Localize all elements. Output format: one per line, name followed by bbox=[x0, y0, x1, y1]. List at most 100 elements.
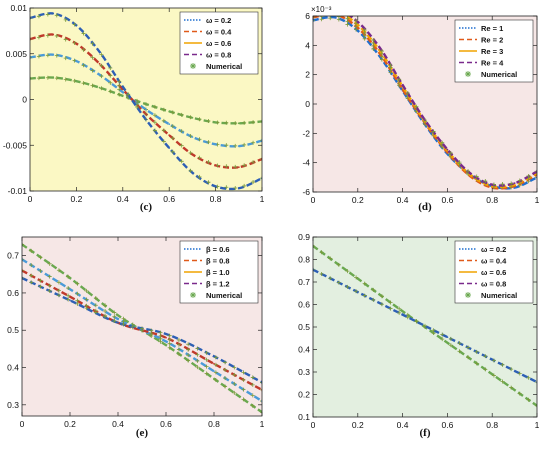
series-marker-0 bbox=[483, 367, 488, 372]
x-tick-label: 0.8 bbox=[486, 195, 498, 205]
series-marker-3 bbox=[466, 169, 471, 174]
x-tick-label: 1 bbox=[535, 420, 540, 430]
data-point-2-9 bbox=[513, 183, 516, 186]
x-tick-label: 0.4 bbox=[112, 419, 124, 429]
data-point-1-7 bbox=[191, 136, 194, 138]
panel-caption: (e) bbox=[136, 427, 149, 439]
series-marker-0 bbox=[233, 121, 238, 126]
series-marker-1 bbox=[491, 358, 496, 363]
series-marker-1 bbox=[483, 354, 488, 359]
series-marker-1 bbox=[329, 16, 331, 18]
series-marker-0 bbox=[260, 410, 262, 415]
series-marker-0 bbox=[241, 397, 246, 402]
series-marker-2 bbox=[90, 55, 95, 60]
series-marker-2 bbox=[197, 155, 202, 160]
data-point-2-1 bbox=[52, 33, 55, 36]
data-point-3-6 bbox=[168, 147, 171, 149]
data-point-1-2 bbox=[356, 26, 359, 29]
y-tick-label: 4 bbox=[305, 40, 310, 50]
series-marker-3 bbox=[474, 174, 479, 179]
legend-label: ω = 0.2 bbox=[481, 245, 506, 254]
series-marker-0 bbox=[195, 365, 200, 370]
legend-label: ω = 0.4 bbox=[206, 28, 232, 37]
data-point-3-5 bbox=[424, 119, 426, 122]
data-point-2-4 bbox=[213, 362, 215, 365]
series-marker-3 bbox=[213, 355, 218, 360]
series-marker-0 bbox=[354, 275, 359, 280]
legend-label: β = 1.0 bbox=[206, 268, 230, 277]
series-marker-1 bbox=[152, 113, 157, 118]
x-tick-label: 0 bbox=[311, 195, 316, 205]
y-tick-label: -0.01 bbox=[8, 186, 28, 196]
data-point-1-3 bbox=[446, 336, 449, 339]
series-marker-2 bbox=[260, 156, 262, 161]
series-marker-2 bbox=[54, 33, 59, 38]
series-marker-3 bbox=[250, 375, 255, 380]
data-point-1-2 bbox=[117, 318, 119, 320]
series-marker-3 bbox=[440, 140, 445, 145]
data-point-0-1 bbox=[52, 76, 55, 79]
data-point-1-4 bbox=[213, 370, 215, 373]
series-marker-1 bbox=[233, 143, 238, 148]
series-marker-2 bbox=[204, 357, 209, 362]
series-marker-3 bbox=[135, 104, 140, 109]
x-tick-label: 0.8 bbox=[208, 419, 220, 429]
series-marker-0 bbox=[176, 352, 181, 357]
series-marker-0 bbox=[36, 76, 41, 81]
x-tick-label: 1 bbox=[260, 194, 265, 204]
y-tick-label: 0 bbox=[22, 95, 27, 105]
data-point-3-7 bbox=[468, 172, 471, 174]
series-marker-0 bbox=[232, 390, 237, 395]
y-tick-label: 0.1 bbox=[298, 412, 310, 422]
data-point-3-6 bbox=[446, 148, 449, 151]
series-marker-1 bbox=[526, 375, 531, 380]
series-marker-0 bbox=[152, 104, 157, 109]
data-point-3-2 bbox=[117, 321, 119, 324]
series-marker-1 bbox=[379, 302, 384, 307]
y-tick-label: 0.7 bbox=[298, 277, 310, 287]
y-tick-label: 0.6 bbox=[298, 300, 310, 310]
series-marker-1 bbox=[186, 353, 191, 358]
data-point-2-1 bbox=[69, 295, 71, 298]
data-point-0-9 bbox=[237, 122, 240, 125]
y-tick-label: 0.01 bbox=[10, 3, 27, 13]
series-marker-0 bbox=[54, 76, 59, 81]
data-point-3-3 bbox=[98, 51, 101, 53]
series-marker-1 bbox=[54, 53, 59, 58]
data-point-1-3 bbox=[98, 73, 101, 76]
series-group bbox=[22, 242, 262, 415]
series-marker-1 bbox=[170, 124, 175, 129]
x-tick-label: 0 bbox=[20, 419, 25, 429]
series-marker-2 bbox=[63, 37, 68, 42]
x-tick-label: 0.6 bbox=[441, 420, 453, 430]
data-point-3-7 bbox=[191, 171, 194, 174]
data-point-3-8 bbox=[491, 183, 494, 186]
series-marker-0 bbox=[397, 306, 402, 311]
series-marker-3 bbox=[36, 14, 41, 19]
series-marker-0 bbox=[161, 107, 166, 112]
series-marker-1 bbox=[388, 306, 393, 311]
series-marker-1 bbox=[204, 364, 209, 369]
data-point-2-5 bbox=[145, 113, 147, 116]
series-marker-2 bbox=[29, 273, 34, 278]
x-tick-label: 0.2 bbox=[352, 420, 364, 430]
series-marker-1 bbox=[336, 280, 341, 285]
data-point-2-8 bbox=[214, 164, 217, 167]
series-marker-1 bbox=[63, 56, 68, 61]
data-point-1-4 bbox=[121, 91, 124, 94]
series-marker-2 bbox=[66, 293, 71, 298]
panel-caption: (f) bbox=[420, 427, 431, 439]
data-point-1-4 bbox=[491, 358, 494, 361]
series-marker-1 bbox=[66, 286, 71, 291]
series-marker-1 bbox=[313, 267, 315, 272]
series-marker-1 bbox=[161, 118, 166, 123]
series-marker-3 bbox=[186, 342, 191, 347]
series-marker-0 bbox=[526, 397, 531, 402]
series-marker-3 bbox=[535, 169, 537, 174]
series-marker-2 bbox=[260, 387, 262, 392]
series-marker-3 bbox=[345, 16, 350, 18]
series-marker-3 bbox=[260, 176, 262, 181]
series-marker-0 bbox=[197, 117, 202, 122]
series-marker-3 bbox=[232, 365, 237, 370]
